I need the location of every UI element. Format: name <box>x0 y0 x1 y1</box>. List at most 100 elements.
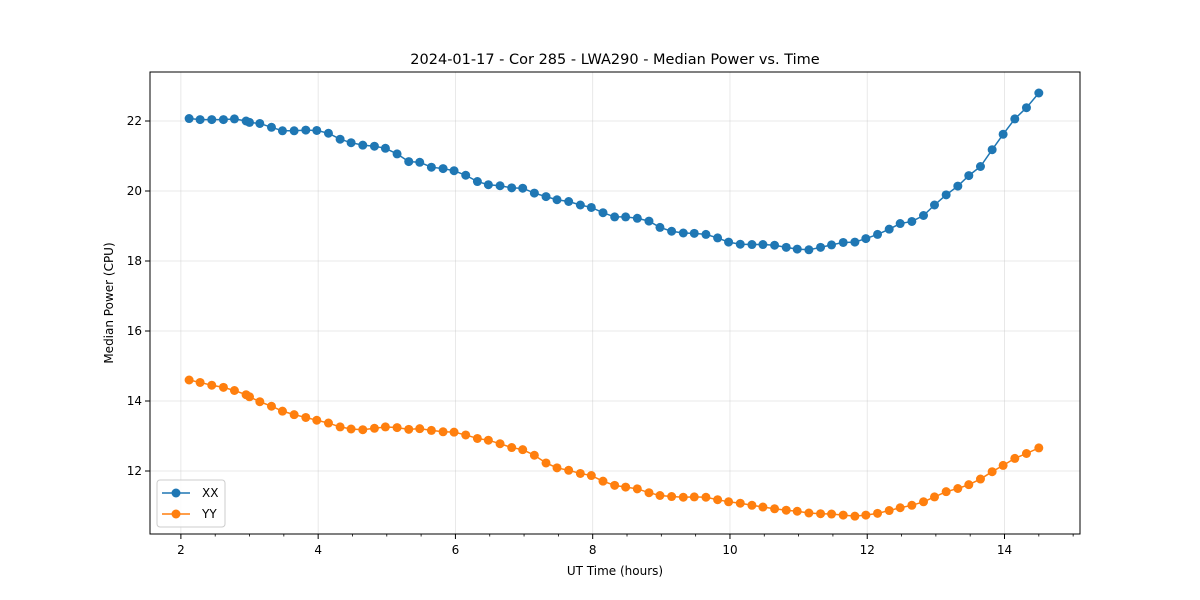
data-point-xx <box>380 143 390 153</box>
data-point-xx <box>735 239 745 249</box>
data-point-xx <box>346 138 356 148</box>
x-tick-label: 8 <box>589 543 597 557</box>
data-point-xx <box>747 240 757 250</box>
data-point-yy <box>426 425 436 435</box>
data-point-xx <box>827 240 837 250</box>
plot-frame <box>149 71 1081 535</box>
data-point-yy <box>449 427 459 437</box>
data-point-xx <box>598 208 608 218</box>
data-point-xx <box>438 164 448 174</box>
data-point-yy <box>564 465 574 475</box>
data-point-xx <box>472 177 482 187</box>
x-tick-label: 12 <box>860 543 875 557</box>
data-point-yy <box>907 500 917 510</box>
data-point-yy <box>586 471 596 481</box>
legend-marker-yy <box>171 509 181 519</box>
data-point-yy <box>701 492 711 502</box>
legend-label-xx: XX <box>202 486 218 500</box>
data-point-yy <box>678 492 688 502</box>
data-point-xx <box>758 240 768 250</box>
data-point-xx <box>770 240 780 250</box>
data-point-xx <box>632 213 642 223</box>
data-point-xx <box>998 129 1008 139</box>
data-point-yy <box>632 484 642 494</box>
data-point-yy <box>747 500 757 510</box>
data-point-yy <box>1010 453 1020 463</box>
data-point-yy <box>929 492 939 502</box>
axis-ticks: 2 4 6 8 10 12 14 12 14 16 18 20 22 <box>127 114 1074 557</box>
y-tick-label: 16 <box>127 324 142 338</box>
data-point-xx <box>207 115 217 125</box>
data-point-yy <box>184 375 194 385</box>
chart-title: 2024-01-17 - Cor 285 - LWA290 - Median P… <box>410 52 819 68</box>
data-point-xx <box>323 128 333 138</box>
series-yy <box>184 375 1044 521</box>
data-point-yy <box>987 467 997 477</box>
data-point-xx <box>449 166 459 176</box>
x-tick-label: 2 <box>177 543 185 557</box>
y-tick-label: 12 <box>127 464 142 478</box>
data-point-xx <box>277 126 287 136</box>
data-point-xx <box>552 195 562 205</box>
data-point-yy <box>229 386 239 395</box>
data-point-yy <box>415 424 425 434</box>
data-point-yy <box>195 377 205 387</box>
data-point-xx <box>975 162 985 171</box>
series-line-xx <box>189 92 1040 251</box>
data-point-xx <box>195 115 205 125</box>
data-point-yy <box>919 497 929 507</box>
data-point-xx <box>404 157 414 167</box>
data-point-yy <box>335 422 345 432</box>
data-point-yy <box>255 397 265 407</box>
data-point-yy <box>575 468 585 478</box>
data-point-yy <box>861 510 871 520</box>
data-point-xx <box>335 134 345 144</box>
data-point-yy <box>346 424 356 434</box>
data-point-yy <box>483 435 493 445</box>
legend-marker-xx <box>171 488 181 498</box>
data-point-yy <box>713 495 723 505</box>
data-point-yy <box>941 487 951 497</box>
data-point-xx <box>301 125 311 135</box>
data-point-xx <box>655 222 665 232</box>
series-layer <box>184 88 1044 521</box>
data-point-yy <box>1034 443 1044 453</box>
data-point-yy <box>404 424 414 434</box>
data-point-yy <box>245 392 255 402</box>
data-point-xx <box>678 228 688 238</box>
data-point-yy <box>472 433 482 443</box>
data-point-xx <box>358 140 368 150</box>
data-point-xx <box>1021 103 1031 113</box>
y-tick-label: 14 <box>127 394 142 408</box>
data-point-yy <box>369 423 379 433</box>
data-point-xx <box>312 125 322 135</box>
y-tick-label: 22 <box>127 114 142 128</box>
data-point-yy <box>964 480 974 490</box>
data-point-yy <box>301 412 311 422</box>
data-point-xx <box>184 114 194 124</box>
data-point-xx <box>953 181 963 191</box>
data-point-yy <box>392 423 402 433</box>
data-point-yy <box>598 476 608 486</box>
data-point-yy <box>838 510 848 520</box>
data-point-yy <box>289 410 299 420</box>
data-point-xx <box>564 197 574 206</box>
data-point-yy <box>507 443 517 453</box>
data-point-xx <box>461 170 471 180</box>
data-point-xx <box>792 244 802 254</box>
data-point-xx <box>541 192 551 202</box>
data-point-yy <box>895 503 905 513</box>
data-point-yy <box>541 458 551 468</box>
data-point-yy <box>998 460 1008 470</box>
data-point-xx <box>289 126 299 136</box>
data-point-yy <box>792 506 802 516</box>
data-point-yy <box>655 491 665 500</box>
data-point-xx <box>838 237 848 247</box>
data-point-xx <box>218 115 228 125</box>
x-tick-label: 6 <box>452 543 460 557</box>
data-point-yy <box>644 488 654 498</box>
data-point-xx <box>392 149 402 159</box>
data-point-yy <box>380 422 390 432</box>
data-point-xx <box>255 118 265 128</box>
